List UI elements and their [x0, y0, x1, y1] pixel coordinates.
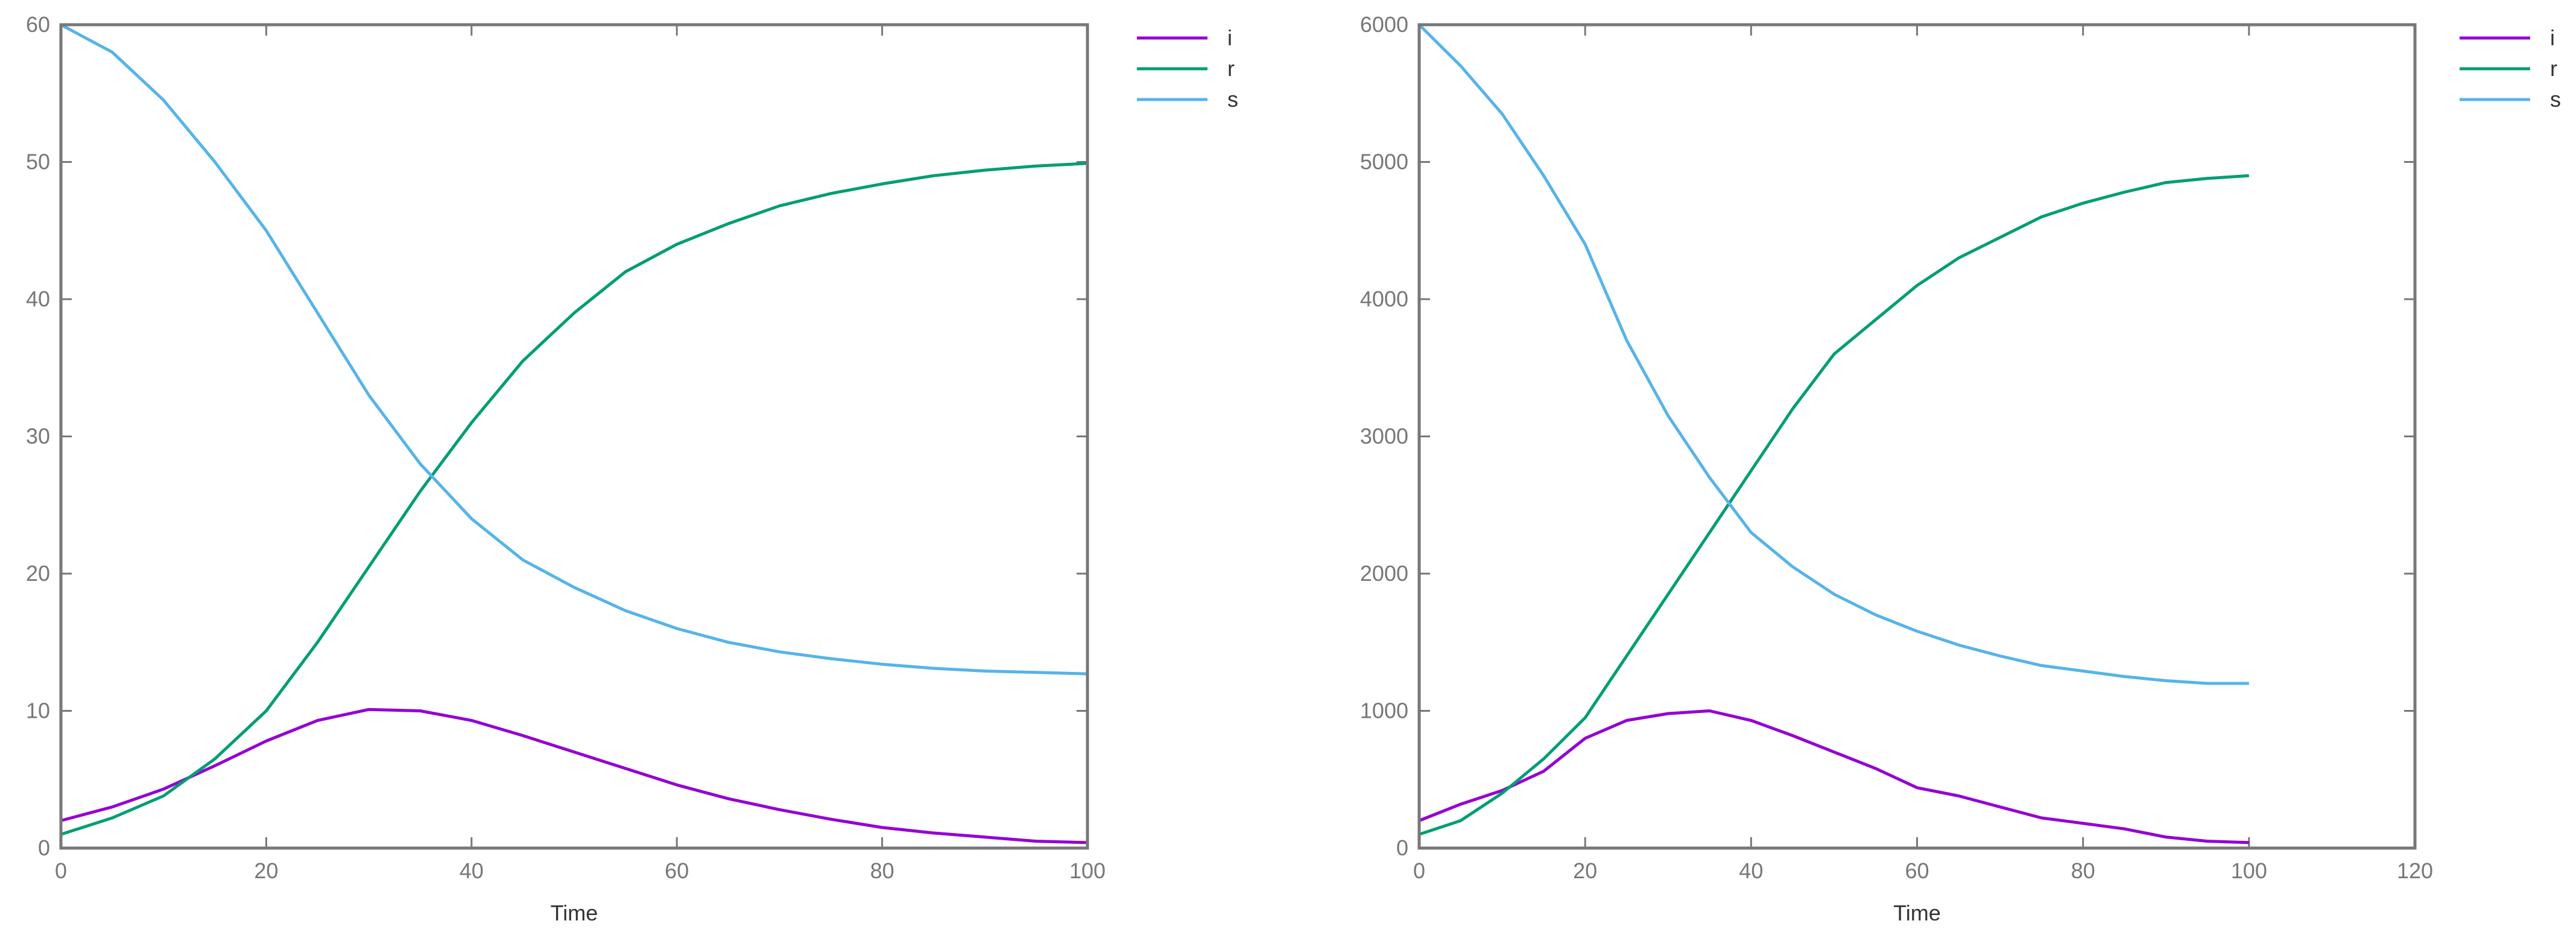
x-tick-label: 100: [1069, 858, 1106, 883]
y-tick-label: 3000: [1360, 424, 1408, 449]
x-axis-label: Time: [551, 901, 598, 925]
plot-frame: [59, 23, 1089, 850]
legend-label: r: [1227, 56, 1235, 81]
plot-frame: [1417, 23, 2417, 850]
legend-label: i: [1227, 25, 1232, 50]
y-tick-label: 0: [38, 835, 50, 860]
x-tick-label: 20: [1573, 858, 1597, 883]
x-tick-label: 0: [1413, 858, 1425, 883]
y-tick-label: 50: [26, 150, 50, 174]
legend-label: s: [2550, 87, 2561, 112]
y-tick-label: 60: [26, 12, 50, 37]
y-tick-label: 6000: [1360, 12, 1408, 37]
x-tick-label: 120: [2397, 858, 2433, 883]
y-tick-label: 0: [1396, 835, 1408, 860]
x-tick-label: 80: [2071, 858, 2095, 883]
x-tick-label: 20: [254, 858, 278, 883]
y-tick-label: 30: [26, 424, 50, 449]
series-line: [60, 708, 1088, 844]
x-tick-label: 60: [665, 858, 689, 883]
y-tick-label: 1000: [1360, 698, 1408, 723]
legend-label: i: [2550, 25, 2555, 50]
x-tick-label: 80: [870, 858, 894, 883]
x-tick-label: 40: [1739, 858, 1763, 883]
x-tick-label: 60: [1905, 858, 1929, 883]
series-line: [1418, 24, 2249, 685]
x-tick-label: 0: [55, 858, 67, 883]
x-tick-label: 40: [460, 858, 484, 883]
series-line: [60, 23, 1088, 676]
y-tick-label: 10: [26, 698, 50, 723]
series-line: [1419, 174, 2249, 836]
y-tick-label: 20: [26, 561, 50, 586]
x-tick-label: 100: [2231, 858, 2267, 883]
x-axis-label: Time: [1893, 901, 1941, 925]
y-tick-label: 40: [26, 287, 50, 311]
y-tick-label: 5000: [1360, 150, 1408, 174]
series-line: [60, 162, 1088, 836]
y-tick-label: 2000: [1360, 561, 1408, 586]
legend-label: r: [2550, 56, 2557, 81]
series-line: [1419, 709, 2249, 844]
y-tick-label: 4000: [1360, 287, 1408, 311]
legend-label: s: [1227, 87, 1238, 112]
